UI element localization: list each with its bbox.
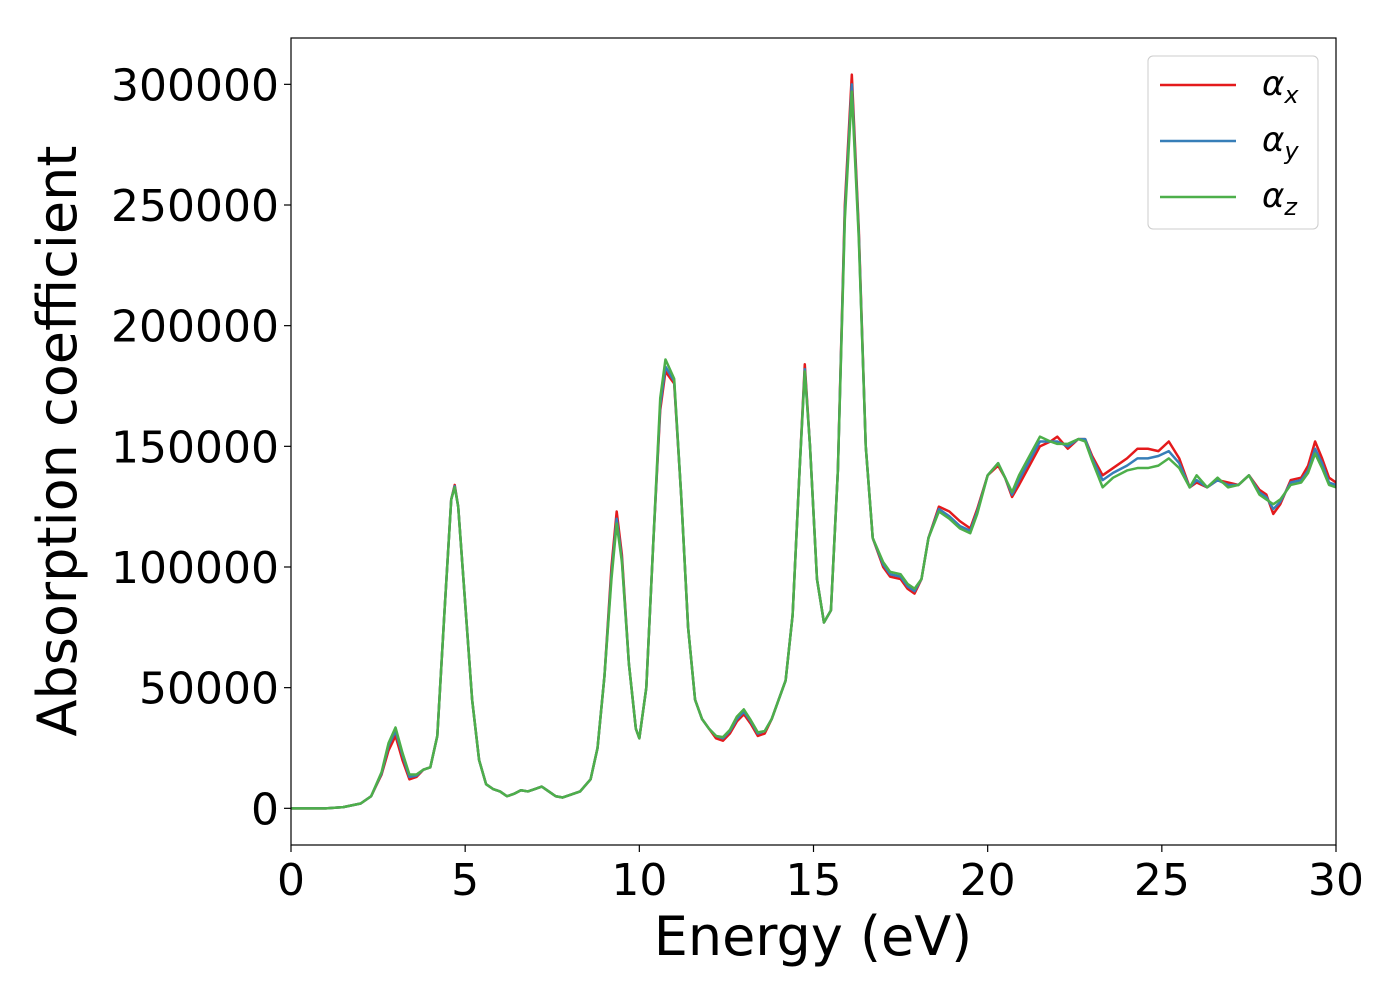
legend-box bbox=[1147, 55, 1319, 230]
y-axis-label: Absorption coefficient bbox=[26, 146, 89, 737]
x-tick-label: 20 bbox=[960, 855, 1016, 906]
legend-label: αx bbox=[1262, 64, 1299, 109]
x-tick-label: 0 bbox=[277, 855, 305, 906]
x-tick-label: 10 bbox=[611, 855, 667, 906]
legend-label: αz bbox=[1262, 176, 1298, 221]
series-line bbox=[291, 90, 1336, 810]
x-tick-label: 15 bbox=[786, 855, 842, 906]
plot-frame bbox=[290, 37, 1337, 846]
x-axis-label: Energy (eV) bbox=[654, 905, 973, 968]
y-tick-label: 300000 bbox=[111, 60, 279, 111]
y-tick-label: 250000 bbox=[111, 181, 279, 232]
y-tick-label: 200000 bbox=[111, 302, 279, 353]
x-tick-label: 30 bbox=[1308, 855, 1364, 906]
y-tick-label: 0 bbox=[251, 784, 279, 835]
x-tick-label: 5 bbox=[451, 855, 479, 906]
y-tick-label: 150000 bbox=[111, 422, 279, 473]
x-tick-label: 25 bbox=[1134, 855, 1190, 906]
y-tick-label: 50000 bbox=[139, 664, 279, 715]
legend-label: αy bbox=[1262, 120, 1299, 165]
y-tick-label: 100000 bbox=[111, 543, 279, 594]
